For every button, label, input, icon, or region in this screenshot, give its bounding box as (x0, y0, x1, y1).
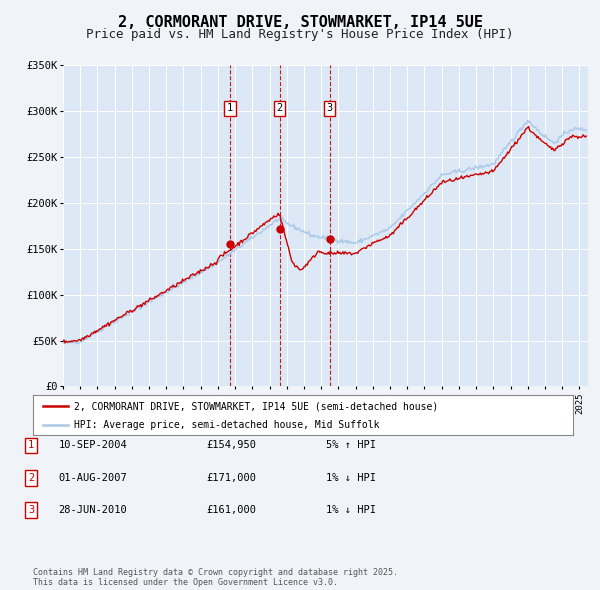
Text: 10-SEP-2004: 10-SEP-2004 (59, 441, 127, 450)
Text: Contains HM Land Registry data © Crown copyright and database right 2025.
This d: Contains HM Land Registry data © Crown c… (33, 568, 398, 587)
Text: 3: 3 (28, 506, 34, 515)
Text: £161,000: £161,000 (206, 506, 256, 515)
Text: 1: 1 (28, 441, 34, 450)
Text: £171,000: £171,000 (206, 473, 256, 483)
Text: 2: 2 (28, 473, 34, 483)
Text: 2, CORMORANT DRIVE, STOWMARKET, IP14 5UE: 2, CORMORANT DRIVE, STOWMARKET, IP14 5UE (118, 15, 482, 30)
Text: 3: 3 (326, 103, 333, 113)
Text: 1% ↓ HPI: 1% ↓ HPI (326, 506, 376, 515)
Text: 28-JUN-2010: 28-JUN-2010 (59, 506, 127, 515)
Text: 2, CORMORANT DRIVE, STOWMARKET, IP14 5UE (semi-detached house): 2, CORMORANT DRIVE, STOWMARKET, IP14 5UE… (74, 401, 438, 411)
Text: £154,950: £154,950 (206, 441, 256, 450)
Text: 5% ↑ HPI: 5% ↑ HPI (326, 441, 376, 450)
Text: 1: 1 (227, 103, 233, 113)
Text: 2: 2 (277, 103, 283, 113)
Text: HPI: Average price, semi-detached house, Mid Suffolk: HPI: Average price, semi-detached house,… (74, 421, 379, 430)
Text: 1% ↓ HPI: 1% ↓ HPI (326, 473, 376, 483)
Text: Price paid vs. HM Land Registry's House Price Index (HPI): Price paid vs. HM Land Registry's House … (86, 28, 514, 41)
Text: 01-AUG-2007: 01-AUG-2007 (59, 473, 127, 483)
